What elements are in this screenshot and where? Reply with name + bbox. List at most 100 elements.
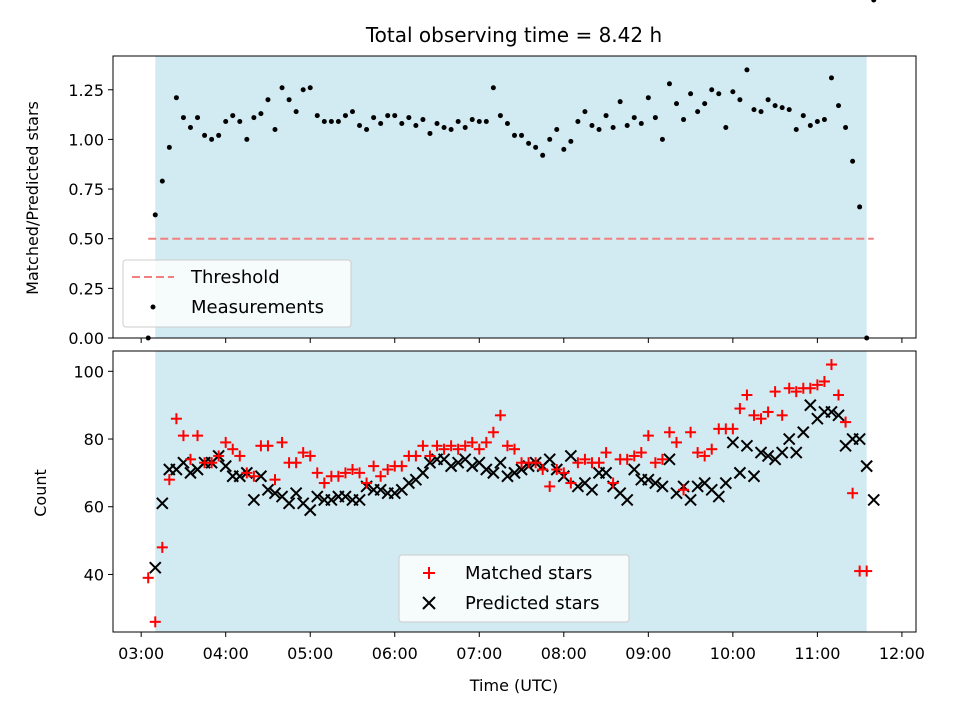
measurement-point [821,117,827,123]
predicted-star-stroke [458,453,472,466]
ratio-y-tick-label: 0.50 [68,230,104,249]
matched-star-point [170,413,182,425]
measurement-point [512,132,517,138]
matched-star-point [304,450,316,462]
measurement-point [202,132,208,138]
predicted-star-stroke [804,398,817,412]
measurement-point [857,204,863,210]
predicted-star-stroke [247,493,261,507]
measurement-point [462,124,468,130]
predicted-star-stroke [628,463,641,476]
measurement-point [688,91,694,97]
predicted-star-stroke [444,459,458,473]
predicted-star-point [585,483,599,497]
matched-star-point [445,440,457,452]
predicted-star-stroke [423,456,437,469]
measurement-point [392,113,398,119]
predicted-star-point [860,459,873,473]
measurement-point [561,146,567,152]
predicted-star-stroke [325,493,338,507]
predicted-star-stroke [656,480,669,493]
legend-matched-swatch [423,567,435,579]
matched-star-point [748,409,760,421]
predicted-star-point [402,476,416,490]
predicted-star-point [487,466,500,480]
measurement-point [328,119,334,125]
ratio-y-ticks: 0.00 0.25 0.50 0.75 1.00 1.25 [68,81,113,348]
matched-star-point [311,467,323,479]
count-y-tick-label: 80 [84,430,104,449]
predicted-star-point [754,446,768,459]
predicted-star-stroke [149,561,162,574]
predicted-star-point [451,456,465,469]
matched-star-point [790,386,802,398]
count-x-tick-label: 04:00 [203,644,249,663]
measurement-point [187,124,193,130]
predicted-star-point [261,483,275,497]
measurement-point [674,101,680,107]
ratio-y-tick-label: 0.75 [68,180,104,199]
matched-star-point [248,470,260,482]
measurement-point [209,136,215,142]
measurement-point [652,115,658,121]
measurement-point [455,119,461,125]
predicted-star-point [853,432,866,446]
predicted-star-stroke [571,480,585,493]
measurement-points [145,0,877,341]
measurement-point [216,132,222,138]
predicted-star-stroke [289,486,303,500]
predicted-star-point [804,398,817,412]
predicted-star-point [388,486,401,500]
matched-star-point [600,447,612,459]
matched-star-point [410,450,422,462]
measurement-point [814,119,820,125]
measurement-point [779,105,785,111]
count-legend-box [398,554,630,623]
measurement-point [540,152,546,158]
matched-star-point [339,467,351,479]
matched-star-point [692,447,704,459]
measurement-point [850,158,856,164]
matched-star-point [452,443,464,455]
predicted-star-point [311,490,324,503]
matched-star-point [438,443,450,455]
predicted-star-stroke [860,459,873,473]
measurement-point [244,136,250,142]
predicted-star-stroke [219,459,232,473]
matched-star-point [431,440,443,452]
legend-measurements-label: Measurements [191,297,324,318]
matched-star-point [241,467,253,479]
count-x-ticks: 03:00 04:00 05:00 06:00 07:00 08:00 09:00 10:00… [118,632,925,663]
matched-star-point [642,430,654,442]
measurement-point [427,130,433,136]
predicted-star-point [790,446,803,459]
predicted-star-point [564,449,578,463]
measurement-point [709,87,715,93]
predicted-star-stroke [832,409,845,422]
x-axis-label: Time (UTC) [469,676,558,695]
matched-star-point [840,416,852,428]
predicted-star-point [797,426,810,439]
predicted-star-stroke [374,483,387,497]
predicted-star-stroke [783,432,796,446]
matched-star-point [234,450,246,462]
matched-star-point [276,436,288,448]
matched-star-point [663,426,675,438]
predicted-star-stroke [712,490,725,503]
measurement-point [286,97,292,103]
predicted-star-point [494,456,507,469]
legend-predicted-swatch [422,596,436,610]
ratio-y-tick-label: 1.25 [68,81,104,100]
matched-star-point [480,436,492,448]
ratio-y-tick-label: 0.25 [68,279,104,298]
measurement-point [152,212,158,218]
measurement-point [399,121,405,127]
predicted-star-stroke [585,483,599,497]
measurement-point [526,140,532,146]
matched-star-point [635,447,647,459]
predicted-star-stroke [620,493,634,507]
matched-star-point [382,463,394,475]
predicted-star-point [747,470,761,483]
predicted-star-stroke [388,486,401,500]
measurement-point [547,136,553,142]
